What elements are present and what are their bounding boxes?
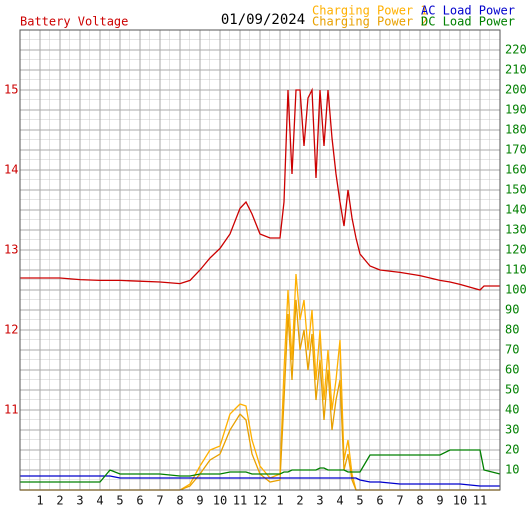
y-tick-label: 12 bbox=[4, 323, 18, 337]
y2-tick-label: 170 bbox=[505, 143, 527, 157]
legend-label: DC Load Power bbox=[421, 15, 515, 29]
x-tick-label: 1 bbox=[36, 494, 43, 508]
y2-tick-label: 30 bbox=[505, 423, 519, 437]
y2-tick-label: 140 bbox=[505, 203, 527, 217]
x-tick-label: 9 bbox=[196, 494, 203, 508]
x-tick-label: 11 bbox=[233, 494, 247, 508]
x-tick-label: 7 bbox=[156, 494, 163, 508]
x-tick-label: 2 bbox=[296, 494, 303, 508]
y2-tick-label: 160 bbox=[505, 163, 527, 177]
plot-border bbox=[19, 29, 501, 491]
y2-tick-label: 150 bbox=[505, 183, 527, 197]
legend-label: Charging Power 2 bbox=[312, 15, 428, 29]
chart-title: 01/09/2024 bbox=[221, 12, 305, 28]
y2-tick-label: 180 bbox=[505, 123, 527, 137]
y2-tick-label: 110 bbox=[505, 263, 527, 277]
x-tick-label: 6 bbox=[136, 494, 143, 508]
x-tick-label: 7 bbox=[396, 494, 403, 508]
y2-tick-label: 20 bbox=[505, 443, 519, 457]
x-tick-label: 5 bbox=[356, 494, 363, 508]
series-line bbox=[20, 475, 500, 487]
x-tick-label: 8 bbox=[176, 494, 183, 508]
y2-tick-label: 70 bbox=[505, 343, 519, 357]
x-tick-label: 3 bbox=[316, 494, 323, 508]
x-tick-label: 10 bbox=[213, 494, 227, 508]
x-tick-label: 6 bbox=[376, 494, 383, 508]
x-tick-label: 9 bbox=[436, 494, 443, 508]
y2-tick-label: 80 bbox=[505, 323, 519, 337]
y2-tick-label: 220 bbox=[505, 43, 527, 57]
y-tick-label: 13 bbox=[4, 243, 18, 257]
legend-label: Charging Power 1 bbox=[312, 4, 428, 18]
y2-tick-label: 10 bbox=[505, 463, 519, 477]
legend-label: AC Load Power bbox=[421, 4, 515, 18]
x-tick-label: 10 bbox=[453, 494, 467, 508]
x-tick-label: 2 bbox=[56, 494, 63, 508]
y2-tick-label: 200 bbox=[505, 83, 527, 97]
y2-tick-label: 100 bbox=[505, 283, 527, 297]
x-tick-label: 3 bbox=[76, 494, 83, 508]
x-tick-label: 5 bbox=[116, 494, 123, 508]
x-tick-label: 4 bbox=[336, 494, 343, 508]
y2-tick-label: 90 bbox=[505, 303, 519, 317]
y-tick-label: 11 bbox=[4, 403, 18, 417]
y-axis-title: Battery Voltage bbox=[20, 15, 128, 29]
x-tick-label: 11 bbox=[473, 494, 487, 508]
y2-tick-label: 130 bbox=[505, 223, 527, 237]
y2-tick-label: 190 bbox=[505, 103, 527, 117]
y2-tick-label: 120 bbox=[505, 243, 527, 257]
series-line bbox=[20, 449, 501, 483]
x-tick-label: 12 bbox=[253, 494, 267, 508]
y-tick-label: 14 bbox=[4, 163, 18, 177]
x-tick-label: 1 bbox=[276, 494, 283, 508]
x-tick-label: 8 bbox=[416, 494, 423, 508]
plot-area bbox=[20, 30, 501, 491]
y2-tick-label: 210 bbox=[505, 63, 527, 77]
x-tick-label: 4 bbox=[96, 494, 103, 508]
y2-tick-label: 60 bbox=[505, 363, 519, 377]
series-line bbox=[20, 87, 500, 291]
y2-tick-label: 50 bbox=[505, 383, 519, 397]
y2-tick-label: 40 bbox=[505, 403, 519, 417]
y-tick-label: 15 bbox=[4, 83, 18, 97]
